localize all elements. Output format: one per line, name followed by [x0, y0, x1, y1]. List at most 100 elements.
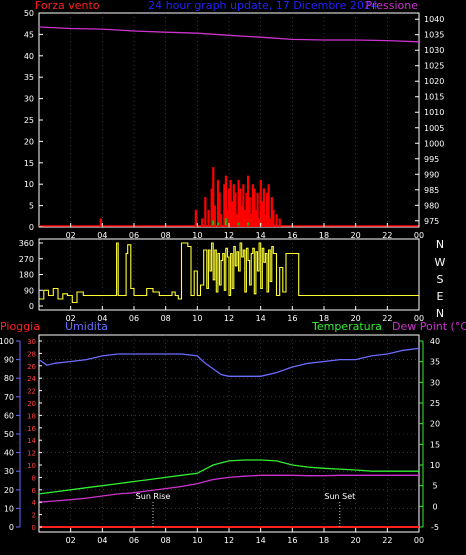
dewpoint-ytick-label: 40 — [430, 337, 440, 346]
sunrise-label: Sun Rise — [136, 492, 171, 501]
wind-speed-bar — [248, 197, 251, 227]
direction-ytick-label: 180 — [19, 271, 34, 280]
wind-ytick-label: 40 — [24, 52, 34, 61]
pressure-line — [38, 26, 420, 43]
rain-ytick-label: 40 — [4, 449, 14, 458]
rain-ytick-label: 70 — [4, 393, 14, 402]
rain-axis-title: Pioggia — [0, 320, 40, 333]
wind-xtick-label: 14 — [256, 231, 266, 240]
pressure-ytick-label: 1015 — [424, 93, 444, 102]
wind-speed-bar — [262, 188, 266, 227]
wind-ytick-label: 25 — [24, 116, 34, 125]
wind-xtick-label: 00 — [414, 231, 424, 240]
humidity-ytick-label: 2 — [32, 512, 36, 520]
humidity-ytick-label: 28 — [27, 350, 36, 358]
dewpoint-ytick-label: 0 — [432, 502, 437, 511]
humidity-ytick-label: 24 — [27, 375, 36, 383]
humidity-xtick-label: 04 — [97, 536, 107, 545]
wind-gust-bar — [237, 222, 240, 227]
chart-title: 24 hour graph update, 17 Dicembre 2024 — [148, 0, 378, 12]
direction-xtick-label: 04 — [97, 314, 107, 323]
wind-speed-bar — [278, 218, 281, 227]
wind-ytick-label: 0 — [29, 223, 34, 232]
direction-ytick-label: 0 — [29, 302, 34, 311]
temperature-axis-title: Temperatura — [311, 320, 382, 333]
wind-speed-bar — [220, 214, 223, 227]
dewpoint-axis-title: Dew Point (°C) — [392, 320, 466, 333]
direction-xtick-label: 02 — [66, 314, 76, 323]
wind-speed-bar — [254, 209, 258, 227]
wind-speed-bar — [264, 214, 267, 227]
compass-e: E — [437, 290, 444, 303]
compass-n-bottom: N — [436, 307, 444, 320]
wind-speed-bar — [245, 192, 248, 227]
pressure-ytick-label: 1010 — [424, 108, 444, 117]
wind-ytick-label: 30 — [24, 95, 34, 104]
humidity-axis-title: Umidita — [65, 320, 108, 333]
humidity-ytick-label: 18 — [27, 412, 36, 420]
rain-ytick-label: 0 — [9, 523, 14, 532]
wind-ytick-label: 20 — [24, 137, 34, 146]
wind-ytick-label: 35 — [24, 73, 34, 82]
dewpoint-ytick-label: 30 — [430, 378, 440, 387]
humidity-xtick-label: 00 — [414, 536, 424, 545]
wind-ytick-label: 10 — [24, 180, 34, 189]
wind-xtick-label: 10 — [192, 231, 202, 240]
compass-n-top: N — [436, 238, 444, 251]
direction-xtick-label: 20 — [351, 314, 361, 323]
wind-ytick-label: 15 — [24, 159, 34, 168]
direction-ytick-label: 270 — [19, 255, 34, 264]
wind-speed-bar — [267, 184, 270, 227]
humidity-xtick-label: 20 — [351, 536, 361, 545]
wind-direction-line — [39, 242, 419, 304]
rain-ytick-label: 50 — [4, 430, 14, 439]
wind-speed-bar — [234, 192, 237, 227]
humidity-xtick-label: 06 — [129, 536, 139, 545]
wind-speed-bar — [212, 167, 215, 227]
dewpoint-line — [38, 474, 419, 503]
humidity-ytick-label: 10 — [27, 462, 36, 470]
humidity-ytick-label: 16 — [27, 425, 36, 433]
humidity-xtick-label: 12 — [224, 536, 234, 545]
pressure-ytick-label: 995 — [424, 155, 439, 164]
humidity-ytick-label: 6 — [32, 487, 37, 495]
compass-w: W — [435, 256, 446, 269]
humidity-xtick-label: 10 — [192, 536, 202, 545]
wind-ytick-label: 50 — [24, 9, 34, 18]
humidity-xtick-label: 18 — [319, 536, 329, 545]
humidity-ytick-label: 0 — [32, 524, 36, 532]
pressure-ytick-label: 975 — [424, 217, 439, 226]
wind-ytick-label: 45 — [24, 30, 34, 39]
wind-speed-bar — [228, 188, 231, 227]
sunset-label: Sun Set — [324, 492, 355, 501]
wind-speed-bar — [210, 188, 213, 227]
humidity-ytick-label: 12 — [27, 450, 36, 458]
wind-speed-bar — [204, 197, 207, 227]
pressure-ytick-label: 1020 — [424, 77, 444, 86]
rain-ytick-label: 20 — [4, 486, 14, 495]
wind-speed-bar — [251, 184, 254, 227]
wind-speed-bar — [235, 214, 239, 227]
pressure-ytick-label: 990 — [424, 170, 439, 179]
wind-speed-bar — [216, 179, 220, 227]
wind-speed-bar — [224, 175, 228, 227]
pressure-ytick-label: 980 — [424, 201, 439, 210]
direction-xtick-label: 10 — [192, 314, 202, 323]
direction-xtick-label: 14 — [256, 314, 266, 323]
wind-xtick-label: 02 — [66, 231, 76, 240]
humidity-ytick-label: 4 — [32, 499, 37, 507]
rain-ytick-label: 100 — [0, 337, 14, 346]
dewpoint-ytick-label: 35 — [430, 358, 440, 367]
humidity-ytick-label: 26 — [27, 363, 36, 371]
wind-speed-bar — [240, 205, 243, 227]
wind-speed-bar — [243, 209, 247, 227]
humidity-xtick-label: 22 — [382, 536, 392, 545]
rain-ytick-label: 30 — [4, 467, 14, 476]
wind-xtick-label: 08 — [161, 231, 171, 240]
wind-speed-bar — [250, 214, 253, 227]
wind-speed-bar — [213, 205, 216, 227]
wind-gust-bar — [224, 218, 227, 227]
direction-xtick-label: 18 — [319, 314, 329, 323]
humidity-ytick-label: 14 — [27, 437, 36, 445]
wind-xtick-label: 16 — [287, 231, 297, 240]
